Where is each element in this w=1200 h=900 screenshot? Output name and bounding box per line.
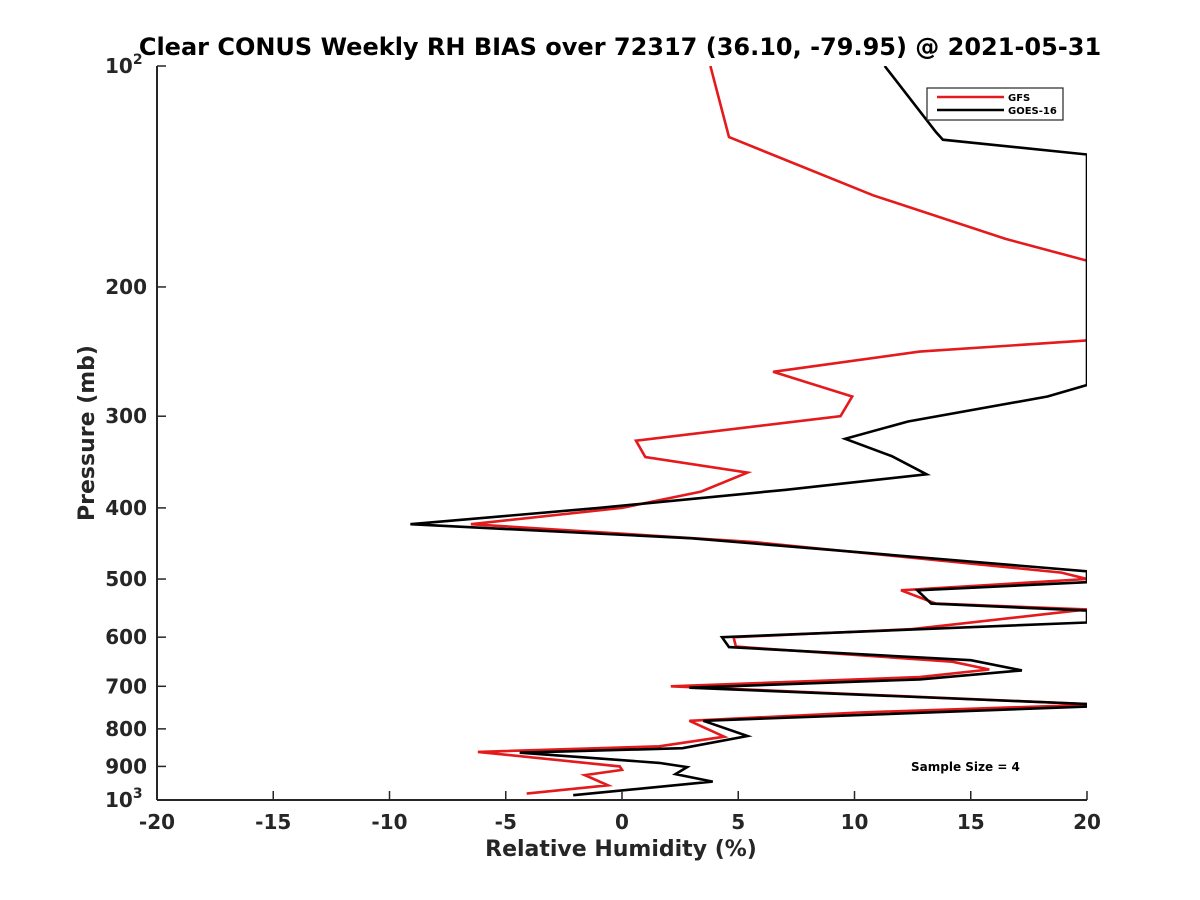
y-tick-label: 300 (105, 404, 147, 428)
x-tick-label: 20 (1073, 810, 1101, 834)
chart-title: Clear CONUS Weekly RH BIAS over 72317 (3… (139, 33, 1101, 61)
y-tick-label: 800 (105, 717, 147, 741)
x-tick-label: -20 (139, 810, 175, 834)
y-tick-label: 600 (105, 625, 147, 649)
legend-box (926, 87, 1064, 121)
x-tick-label: 15 (957, 810, 985, 834)
legend: GFS GOES-16 (926, 87, 1064, 121)
y-tick-label: 102 (105, 52, 143, 78)
y-tick-label: 400 (105, 496, 147, 520)
plot-series-group (410, 66, 1087, 797)
y-ticks-group: 102 200 300 400 500 600 700 800 900 103 (105, 52, 166, 812)
legend-label-gfs: GFS (1008, 93, 1030, 104)
x-tick-label: -15 (255, 810, 291, 834)
x-tick-label: -10 (371, 810, 407, 834)
x-tick-label: 10 (841, 810, 869, 834)
x-axis-label: Relative Humidity (%) (485, 837, 757, 862)
y-tick-label: 103 (105, 786, 143, 812)
x-tick-label: 5 (731, 810, 745, 834)
series-line-goes16 (410, 66, 1087, 797)
x-ticks-group: -20 -15 -10 -5 0 5 10 15 20 (139, 791, 1101, 834)
y-tick-label: 900 (105, 754, 147, 778)
x-tick-label: -5 (495, 810, 517, 834)
y-axis-label: Pressure (mb) (75, 345, 100, 521)
y-tick-label: 700 (105, 674, 147, 698)
x-tick-label: 0 (615, 810, 629, 834)
y-tick-label: 200 (105, 275, 147, 299)
sample-size-annotation: Sample Size = 4 (911, 760, 1020, 774)
legend-label-goes16: GOES-16 (1008, 106, 1057, 117)
y-tick-label: 500 (105, 567, 147, 591)
